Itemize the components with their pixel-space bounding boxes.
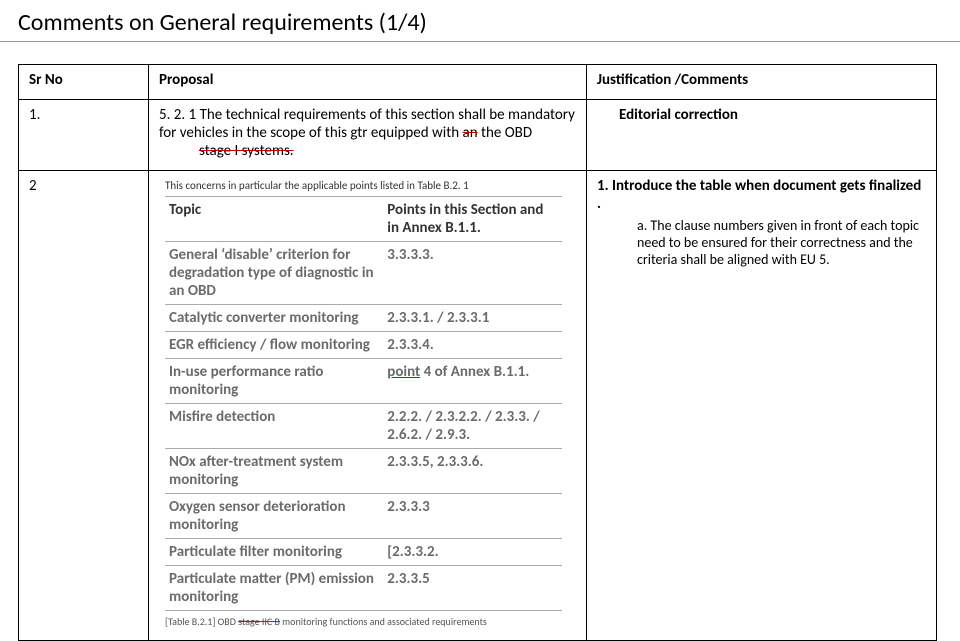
excerpt-table: Topic Points in this Section and in Anne… (165, 196, 562, 611)
excerpt-points: 3.3.3.3. (383, 242, 562, 305)
deleted-text: an (463, 124, 478, 142)
proposal-body: OBD (505, 124, 532, 142)
clause-ref: 5. 2. 1 (159, 106, 196, 124)
inserted-text: the (478, 124, 505, 142)
excerpt-topic: In-use performance ratio monitoring (165, 359, 383, 404)
comments-table: Sr No Proposal Justification /Comments 1… (18, 64, 937, 641)
justification-main: 1. Introduce the table when document get… (597, 177, 921, 213)
cell-justification: 1. Introduce the table when document get… (587, 171, 937, 641)
excerpt-points: 2.3.3.3 (383, 494, 562, 539)
col-header-srno: Sr No (19, 65, 149, 100)
excerpt-points: 2.2.2. / 2.3.2.2. / 2.3.3. / 2.6.2. / 2.… (383, 404, 562, 449)
embedded-excerpt: This concerns in particular the applicab… (159, 177, 576, 630)
excerpt-col-points: Points in this Section and in Annex B.1.… (383, 197, 562, 242)
table-header-row: Sr No Proposal Justification /Comments (19, 65, 937, 100)
cell-proposal: This concerns in particular the applicab… (149, 171, 587, 641)
cell-srno: 2 (19, 171, 149, 641)
excerpt-points: 2.3.3.5, 2.3.3.6. (383, 449, 562, 494)
excerpt-topic: EGR efficiency / flow monitoring (165, 332, 383, 359)
col-header-justification: Justification /Comments (587, 65, 937, 100)
excerpt-caption: This concerns in particular the applicab… (165, 179, 570, 192)
cell-srno: 1. (19, 100, 149, 171)
table-row: 2 This concerns in particular the applic… (19, 171, 937, 641)
excerpt-topic: Particulate matter (PM) emission monitor… (165, 566, 383, 611)
page-title: Comments on General requirements (1/4) (0, 0, 960, 42)
excerpt-topic: Particulate filter monitoring (165, 539, 383, 566)
excerpt-topic: NOx after-treatment system monitoring (165, 449, 383, 494)
excerpt-topic: Catalytic converter monitoring (165, 305, 383, 332)
cell-justification: Editorial correction (587, 100, 937, 171)
col-header-proposal: Proposal (149, 65, 587, 100)
excerpt-points: 2.3.3.1. / 2.3.3.1 (383, 305, 562, 332)
excerpt-topic: General ‘disable’ criterion for degradat… (165, 242, 383, 305)
justification-text: Editorial correction (597, 106, 926, 124)
deleted-text: stage I systems. (199, 142, 294, 160)
justification-sub: a. The clause numbers given in front of … (597, 217, 926, 268)
excerpt-points: point 4 of Annex B.1.1. (383, 359, 562, 404)
cell-proposal: 5. 2. 1 The technical requirements of th… (149, 100, 587, 171)
table-row: 1. 5. 2. 1 The technical requirements of… (19, 100, 937, 171)
excerpt-header-row: Topic Points in this Section and in Anne… (165, 197, 562, 242)
excerpt-topic: Oxygen sensor deterioration monitoring (165, 494, 383, 539)
excerpt-points: 2.3.3.4. (383, 332, 562, 359)
excerpt-points: [2.3.3.2. (383, 539, 562, 566)
excerpt-points: 2.3.3.5 (383, 566, 562, 611)
excerpt-topic: Misfire detection (165, 404, 383, 449)
excerpt-footer: [Table B.2.1] OBD stage IIC B monitoring… (165, 615, 570, 628)
excerpt-col-topic: Topic (165, 197, 383, 242)
